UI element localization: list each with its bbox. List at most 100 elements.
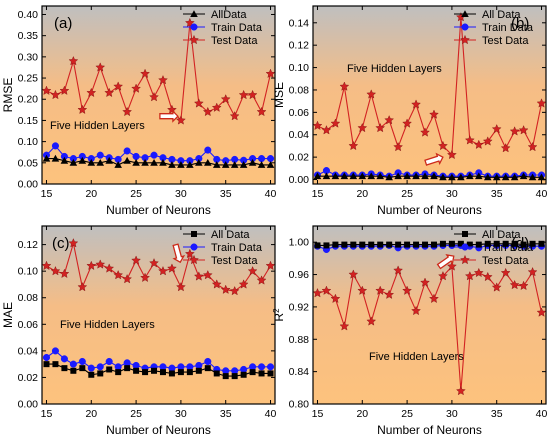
data-point [330,118,341,128]
data-point [122,106,133,117]
data-point [131,83,141,93]
data-point [68,238,79,248]
data-point [123,147,131,155]
data-point [61,365,68,372]
data-point [484,240,491,247]
data-point [50,89,61,100]
data-point [529,240,536,247]
y-tick-label: 0.05 [18,157,39,169]
data-point [142,369,149,376]
data-point [159,159,167,166]
data-point [501,173,510,181]
data-point [60,355,68,363]
data-point [266,155,275,163]
data-point [158,266,168,276]
x-tick-label: 15 [312,408,324,420]
data-point [412,172,420,180]
data-point [51,142,59,150]
plot-frame [312,225,547,405]
data-point [151,367,158,374]
data-point [439,240,446,247]
y-tick-label: 0.04 [289,129,310,141]
legend-label: Train Data [482,242,534,254]
data-point [258,370,265,377]
data-point [367,172,376,180]
data-point [69,360,77,368]
data-point [150,151,158,159]
data-point [402,118,412,128]
data-point [132,159,140,166]
data-point [77,281,88,292]
data-point [79,365,86,372]
legend-label: All Data [211,229,250,241]
data-point [483,173,492,181]
x-tick-label: 30 [446,408,458,420]
data-point [473,139,484,149]
data-point [95,62,106,72]
data-point [52,361,59,368]
panel-a: 0.00 0.05 0.10 0.15 0.20 0.25 0.30 0.35 0.40 15 20… [1,5,277,217]
data-point [113,81,124,91]
y-tick-label: 0.10 [18,266,39,278]
data-point [348,269,359,279]
data-point [394,172,402,180]
data-point [429,293,439,303]
data-point [267,370,274,377]
y-tick-label: 0.08 [289,84,310,96]
x-tick-label: 20 [85,188,97,200]
data-point [340,172,349,180]
data-point [509,126,520,136]
data-point [538,240,545,247]
data-point [439,173,447,181]
legend-label: Test Data [211,255,258,267]
x-tick-label: 15 [312,188,324,200]
data-point [123,359,131,367]
data-point [238,279,249,289]
legend-label: Train Data [211,242,263,254]
annotation-text: Five Hidden Layers [347,63,442,75]
y-axis-label: R2 [272,308,287,322]
data-point [258,155,266,163]
data-point [124,365,131,372]
data-point [403,172,411,180]
legend-label: Test Data [482,255,529,267]
data-point [168,161,176,168]
legend-marker [189,254,199,265]
data-point [96,159,105,166]
data-point [96,151,104,159]
data-point [95,259,106,269]
x-axis-label: Number of Neurons [106,423,211,437]
data-point [176,115,186,125]
data-point [239,161,248,168]
data-point [422,241,429,248]
data-point [230,161,239,168]
data-point [149,258,159,268]
y-tick-label: 0.10 [289,62,310,74]
y-tick-label: 0.96 [289,269,310,281]
data-point [312,120,323,130]
data-point [249,369,256,376]
data-point [195,367,202,374]
data-point [186,363,194,371]
annotation-text: Five Hidden Layers [60,319,155,331]
data-point [265,260,276,270]
data-point [41,260,52,270]
data-point [509,279,520,290]
data-point [377,241,384,248]
x-tick-label: 40 [536,188,548,200]
series-line-test-data [46,22,272,122]
data-point [527,266,538,277]
data-point [42,154,51,162]
data-point [349,172,358,180]
data-point [358,172,367,180]
y-tick-label: 0.08 [18,292,39,304]
data-point [193,98,204,108]
x-tick-label: 40 [536,408,548,420]
data-point [238,89,249,100]
data-point [339,81,350,91]
data-point [86,87,97,98]
data-point [520,241,527,248]
annotation-arrow [436,254,455,270]
data-point [447,261,457,271]
